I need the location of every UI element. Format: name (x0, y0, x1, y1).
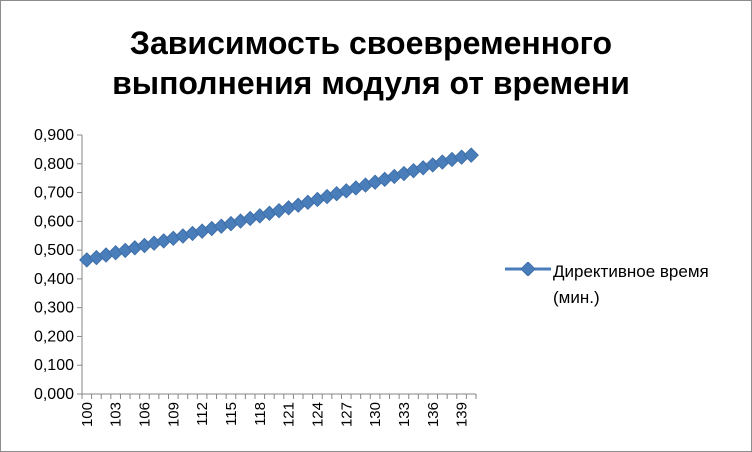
x-tick-label: 124 (309, 402, 326, 427)
x-tick-label: 139 (454, 402, 471, 427)
axes (77, 134, 477, 399)
x-tick-label: 112 (194, 402, 211, 426)
legend-marker-icon (505, 262, 551, 276)
series-layer (79, 147, 479, 268)
x-tick-label: 109 (165, 402, 182, 427)
y-tick-label: 0,500 (34, 242, 74, 259)
x-tick-label: 130 (367, 402, 384, 427)
x-tick-label: 133 (396, 402, 413, 427)
x-tick-label: 127 (338, 402, 355, 427)
y-tick-label: 0,200 (34, 328, 74, 345)
y-tick-label: 0,900 (34, 127, 74, 144)
y-tick-label: 0,400 (34, 271, 74, 288)
x-tick-label: 121 (281, 402, 298, 427)
x-tick-label: 118 (252, 402, 269, 426)
y-tick-label: 0,300 (34, 300, 74, 317)
tick-labels: 0,000 0,100 0,200 0,300 0,400 0,500 0,600 0,700… (34, 127, 471, 427)
legend-label: Директивное время (мин.) (553, 262, 709, 307)
x-tick-label: 115 (223, 402, 240, 426)
x-tick-label: 136 (425, 402, 442, 427)
data-point (463, 147, 479, 163)
legend: Директивное время (мин.) (505, 259, 745, 315)
x-tick-label: 103 (108, 402, 125, 427)
y-tick-label: 0,700 (34, 185, 74, 202)
y-tick-label: 0,000 (34, 386, 74, 403)
y-tick-label: 0,600 (34, 213, 74, 230)
x-tick-label: 106 (136, 402, 153, 427)
x-tick-label: 100 (79, 402, 96, 427)
y-tick-label: 0,100 (34, 357, 74, 374)
y-tick-label: 0,800 (34, 156, 74, 173)
chart-title: Зависимость своевременного выполнения мо… (112, 25, 630, 101)
